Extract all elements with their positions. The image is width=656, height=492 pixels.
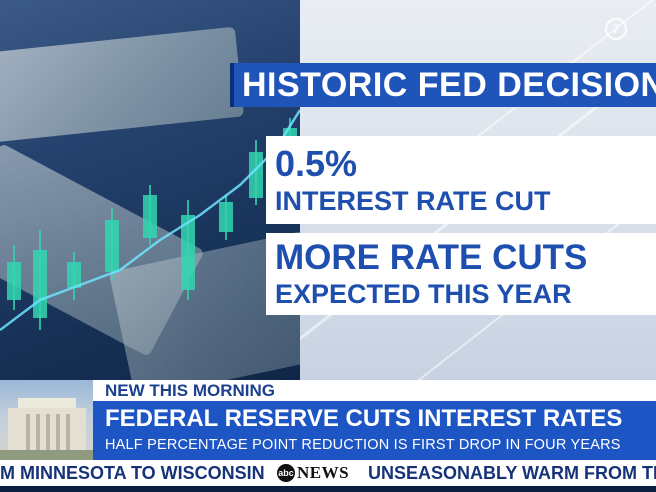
candle-body	[105, 220, 119, 272]
federal-reserve-building-thumbnail	[0, 380, 93, 460]
graphic-headline: HISTORIC FED DECISION	[230, 63, 656, 107]
candle-body	[181, 215, 195, 290]
candle-body	[249, 152, 263, 198]
lower-third-subtitle: HALF PERCENTAGE POINT REDUCTION IS FIRST…	[105, 437, 621, 453]
candle-body	[7, 262, 21, 300]
bottom-bar	[0, 486, 656, 492]
candle-body	[219, 202, 233, 232]
trend-line	[0, 109, 300, 331]
lower-third-title: FEDERAL RESERVE CUTS INTEREST RATES	[105, 405, 623, 432]
candle-body	[143, 195, 157, 238]
lower-third-kicker: NEW THIS MORNING	[93, 380, 656, 401]
note-line-1: MORE RATE CUTS	[275, 238, 588, 277]
note-card: MORE RATE CUTS EXPECTED THIS YEAR	[266, 233, 656, 315]
candlestick-chart-decoration	[0, 109, 300, 331]
news-ticker: OM MINNESOTA TO WISCONSIN abc NEWS UNSEA…	[0, 460, 656, 486]
stat-card: 0.5% INTEREST RATE CUT	[266, 136, 656, 224]
abc-news-logo-icon: abc NEWS	[277, 463, 350, 482]
candle-body	[33, 250, 47, 318]
ticker-item: UNSEASONABLY WARM FROM TEXAS	[368, 463, 656, 483]
lower-third-banner: FEDERAL RESERVE CUTS INTEREST RATES HALF…	[93, 401, 656, 460]
stat-label: INTEREST RATE CUT	[275, 186, 551, 216]
stat-value: 0.5%	[275, 143, 358, 184]
note-line-2: EXPECTED THIS YEAR	[275, 279, 572, 309]
network-logo-icon: 7	[605, 18, 627, 40]
ticker-item: OM MINNESOTA TO WISCONSIN	[0, 463, 265, 483]
candle-body	[67, 262, 81, 288]
